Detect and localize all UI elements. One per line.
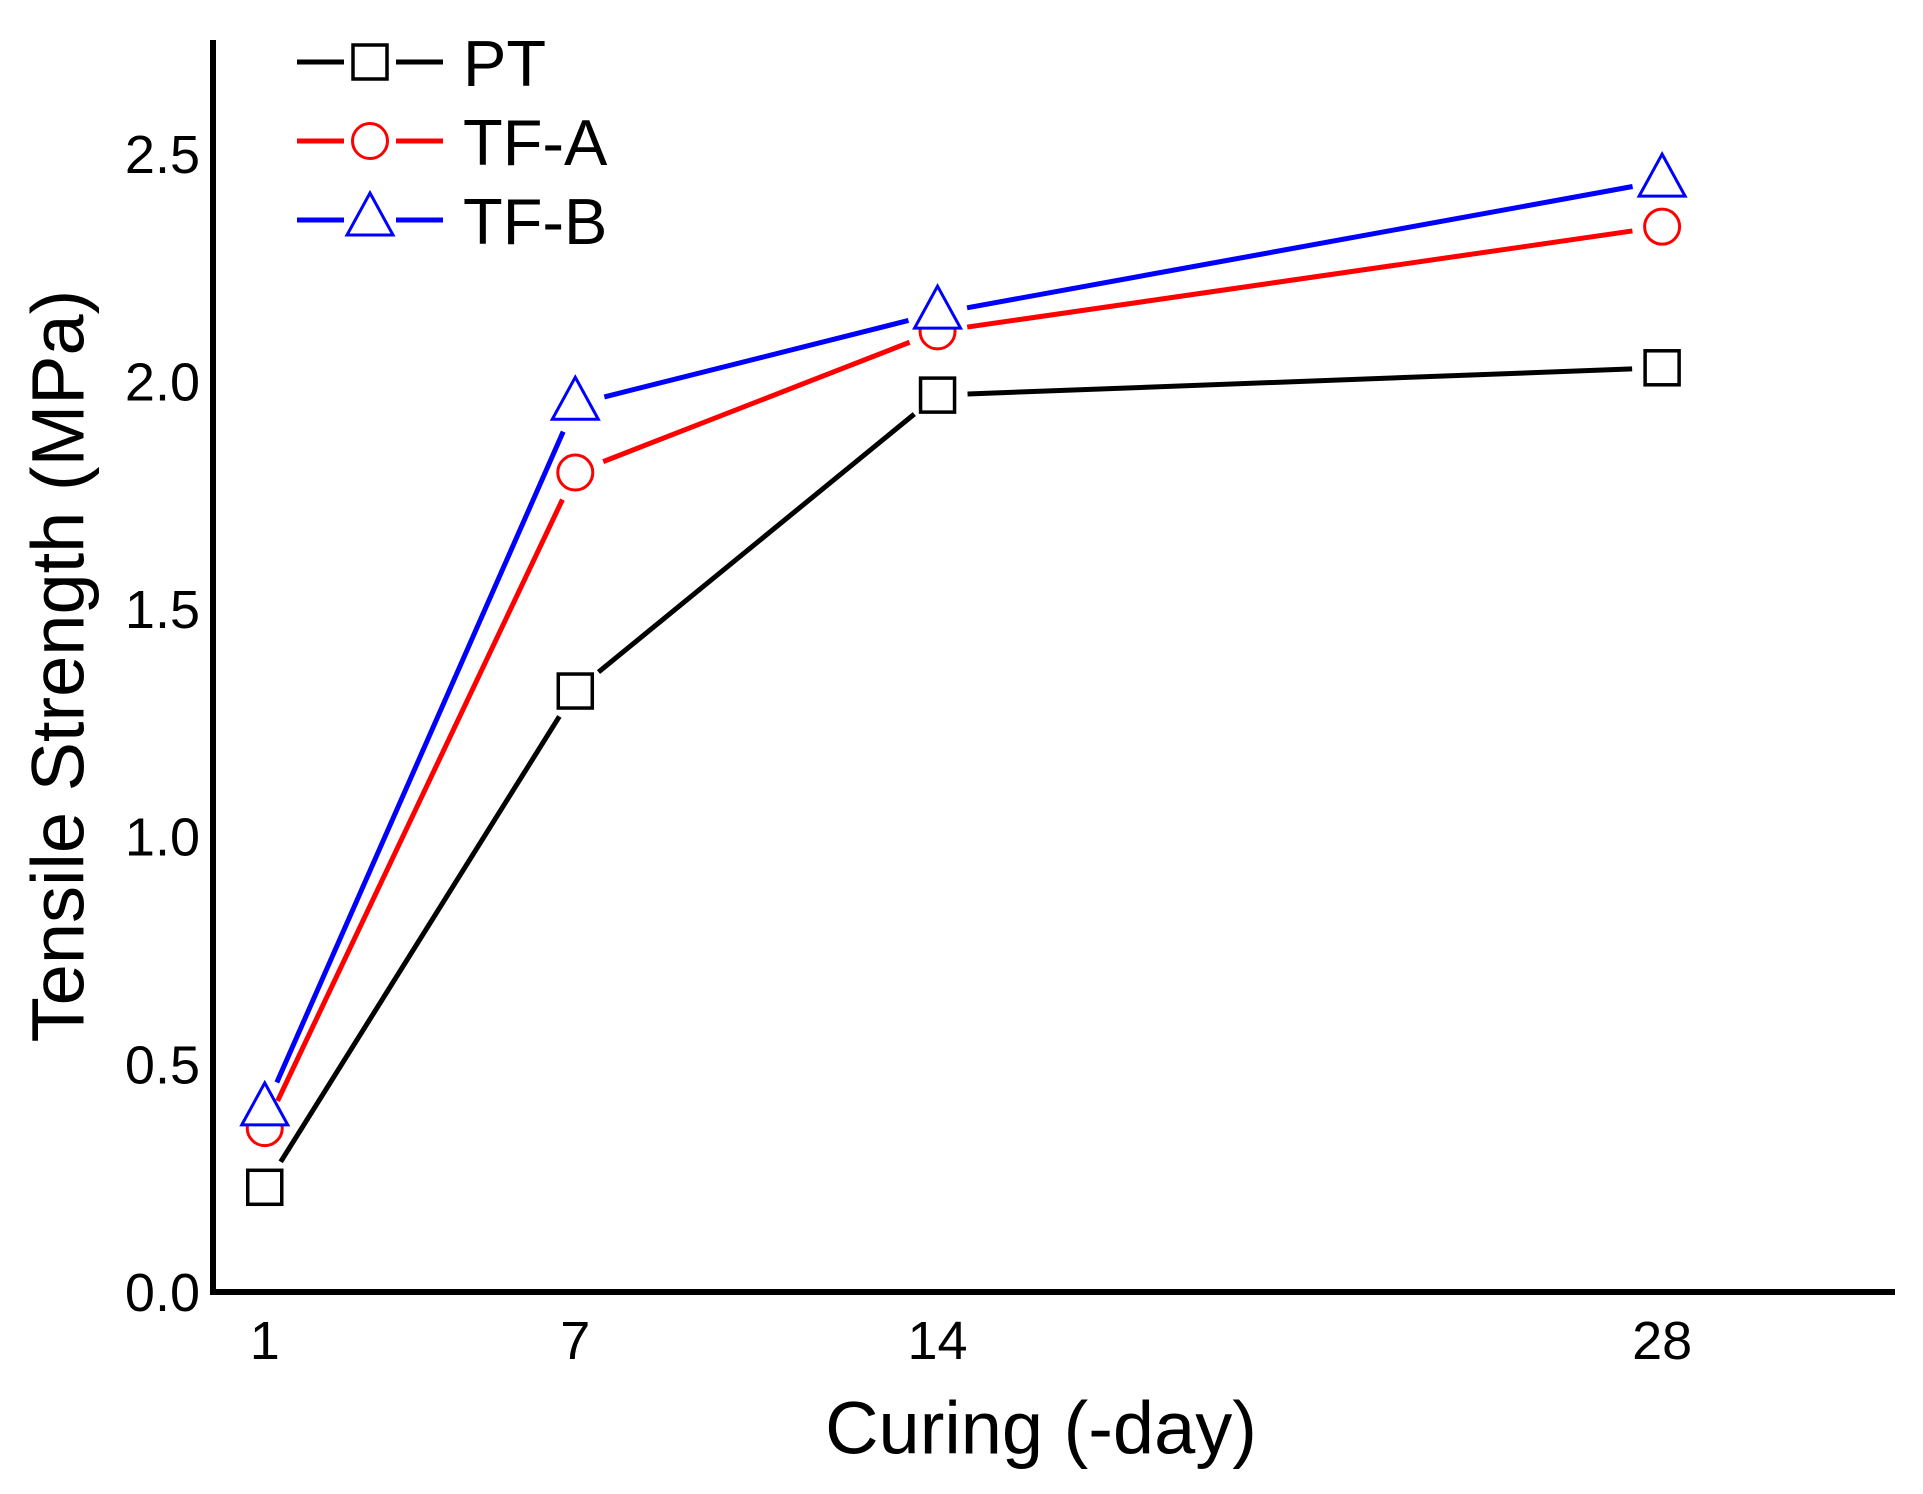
x-tick-label: 14	[908, 1311, 968, 1371]
square-marker	[351, 43, 389, 81]
series-line-PT	[967, 366, 1633, 397]
y-axis-title: Tensile Strength (MPa)	[16, 289, 100, 1043]
series-line-TF-B	[966, 184, 1634, 311]
legend-label-TF-B: TF-B	[463, 185, 607, 258]
square-marker	[918, 376, 957, 414]
y-tick-label: 1.5	[125, 580, 200, 640]
x-tick-label: 1	[250, 1311, 280, 1371]
y-tick-label: 2.0	[125, 352, 200, 412]
series-line-TF-A	[602, 339, 911, 464]
triangle-marker	[344, 189, 396, 237]
series-line-TF-A	[966, 228, 1633, 330]
series-line-TF-A	[275, 498, 565, 1103]
y-tick-label: 2.5	[125, 125, 200, 185]
x-tick-label: 7	[560, 1311, 590, 1371]
x-tick-label: 28	[1632, 1311, 1692, 1371]
series-line-TF-B	[274, 430, 566, 1084]
y-tick-label: 1.0	[125, 808, 200, 868]
square-marker	[246, 1168, 284, 1207]
series-line-PT	[278, 715, 562, 1164]
circle-marker	[351, 122, 389, 160]
x-axis-title: Curing (-day)	[825, 1386, 1257, 1470]
legend-label-TF-A: TF-A	[463, 106, 608, 179]
triangle-marker	[1636, 151, 1688, 198]
circle-marker	[1643, 207, 1682, 246]
y-tick-label: 0.5	[125, 1035, 200, 1095]
legend-label-PT: PT	[463, 27, 546, 100]
series-line-TF-B	[603, 318, 910, 400]
square-marker	[1643, 349, 1681, 387]
y-tick-label: 0.0	[125, 1263, 200, 1323]
triangle-marker	[239, 1079, 291, 1127]
triangle-marker	[549, 374, 601, 421]
square-marker	[556, 672, 595, 710]
triangle-marker	[912, 283, 964, 330]
circle-marker	[556, 453, 595, 492]
series-line-PT	[596, 412, 916, 674]
